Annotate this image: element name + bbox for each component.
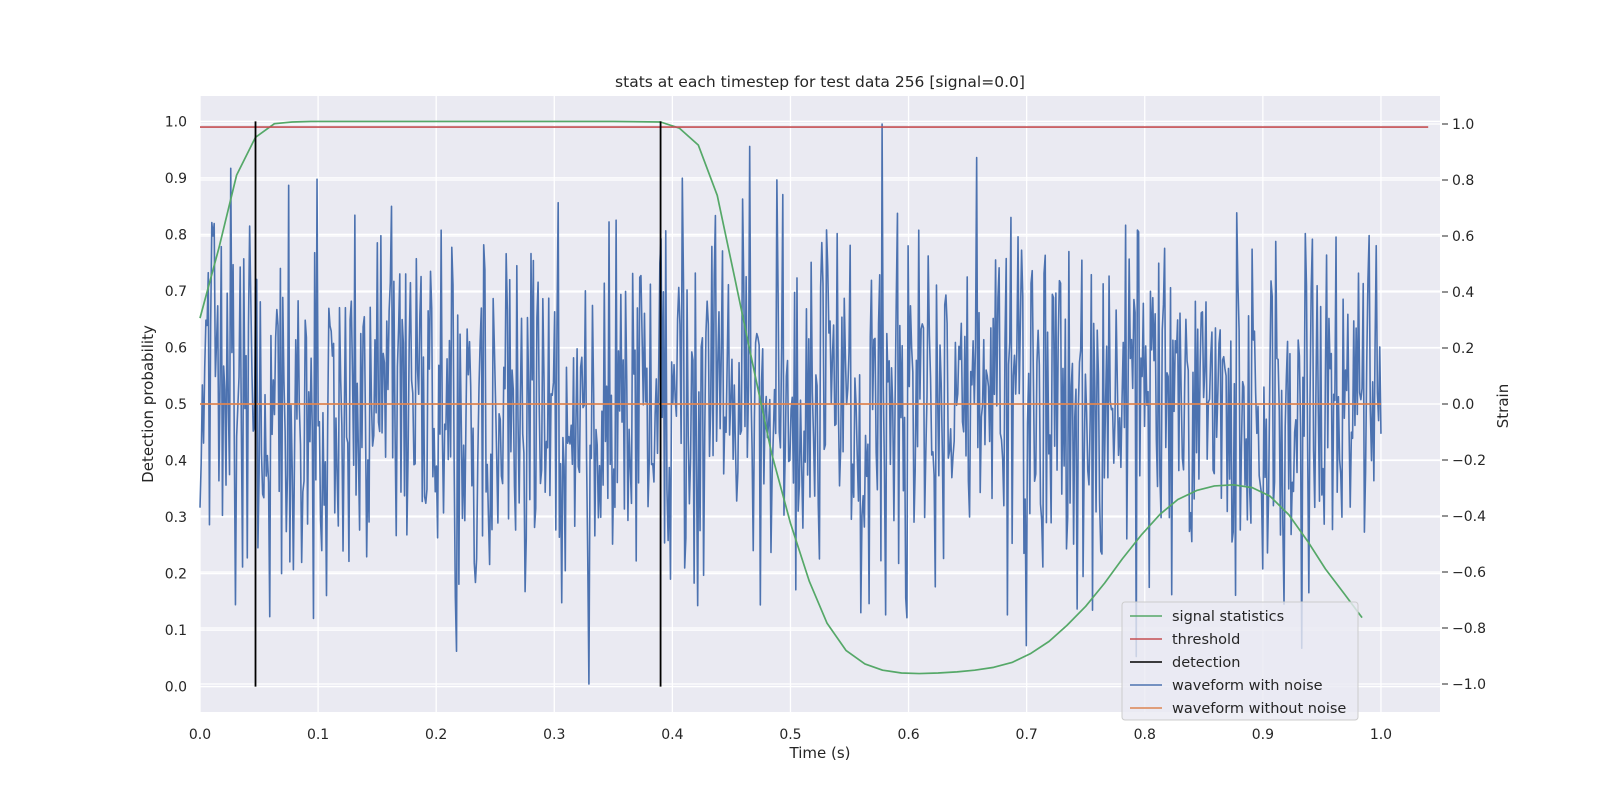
x-tick-label: 0.1 <box>307 727 329 743</box>
right-y-tick-label: −0.6 <box>1452 565 1486 581</box>
right-y-axis-label: Strain <box>1494 384 1512 428</box>
left-y-tick-label: 0.8 <box>165 227 187 243</box>
right-y-tick-label: 0.2 <box>1452 341 1474 357</box>
right-y-tick-label: −0.4 <box>1452 509 1486 525</box>
left-y-tick-label: 0.2 <box>165 567 187 583</box>
right-y-tick-label: −1.0 <box>1452 677 1486 693</box>
right-y-tick-label: 0.8 <box>1452 173 1474 189</box>
right-y-tick-label: −0.2 <box>1452 453 1486 469</box>
right-y-tick-label: 0.6 <box>1452 229 1474 245</box>
left-y-axis-label: Detection probability <box>139 325 157 483</box>
x-tick-label: 0.8 <box>1134 727 1156 743</box>
right-y-tick-label: −0.8 <box>1452 621 1486 637</box>
legend-label-detection: detection <box>1172 655 1240 671</box>
x-tick-label: 0.2 <box>425 727 447 743</box>
left-y-tick-label: 1.0 <box>165 114 187 130</box>
right-y-tick-label: 1.0 <box>1452 117 1474 133</box>
left-y-tick-label: 0.4 <box>165 454 187 470</box>
x-axis-ticks: 0.0 0.1 0.2 0.3 0.4 0.5 0.6 0.7 0.8 0.9 1.0 <box>189 727 1392 743</box>
x-tick-label: 0.4 <box>661 727 683 743</box>
x-axis-label: Time (s) <box>789 744 851 762</box>
series-signal-statistics <box>199 120 1363 675</box>
series-waveform-with-noise <box>199 123 1382 685</box>
right-y-axis-ticks: −1.0 −0.8 −0.6 −0.4 −0.2 0.0 0.2 0.4 0.6 0.8 1.0 <box>1442 117 1486 693</box>
x-tick-label: 1.0 <box>1370 727 1392 743</box>
left-y-tick-label: 0.1 <box>165 623 187 639</box>
x-tick-label: 0.5 <box>779 727 801 743</box>
left-y-tick-label: 0.0 <box>165 680 187 696</box>
legend-label-waveform-without-noise: waveform without noise <box>1172 701 1346 717</box>
x-tick-label: 0.9 <box>1252 727 1274 743</box>
chart-title: stats at each timestep for test data 256… <box>615 73 1025 91</box>
series-layer <box>199 120 1429 687</box>
x-tick-label: 0.0 <box>189 727 211 743</box>
left-y-tick-label: 0.7 <box>165 284 187 300</box>
legend-box <box>1121 601 1359 721</box>
left-y-tick-label: 0.5 <box>165 397 187 413</box>
legend-label-signal-statistics: signal statistics <box>1172 609 1284 625</box>
legend: signal statistics threshold detection wa… <box>1121 601 1359 721</box>
right-y-tick-label: 0.0 <box>1452 397 1474 413</box>
x-tick-label: 0.3 <box>543 727 565 743</box>
x-tick-label: 0.7 <box>1016 727 1038 743</box>
left-y-tick-label: 0.3 <box>165 510 187 526</box>
right-y-tick-label: 0.4 <box>1452 285 1474 301</box>
left-y-tick-label: 0.6 <box>165 340 187 356</box>
legend-label-threshold: threshold <box>1172 632 1240 648</box>
legend-label-waveform-with-noise: waveform with noise <box>1172 678 1323 694</box>
x-tick-label: 0.6 <box>897 727 919 743</box>
left-y-tick-label: 0.9 <box>165 171 187 187</box>
left-y-axis-ticks: 0.0 0.1 0.2 0.3 0.4 0.5 0.6 0.7 0.8 0.9 1.0 <box>165 114 187 695</box>
